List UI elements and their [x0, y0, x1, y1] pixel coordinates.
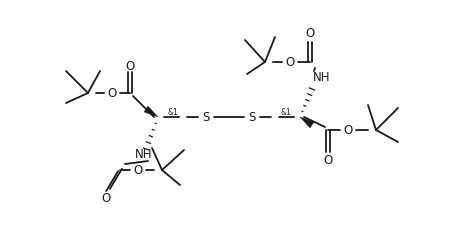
Text: NH: NH: [135, 149, 153, 161]
Text: O: O: [133, 164, 142, 177]
Text: O: O: [344, 123, 353, 137]
Text: O: O: [305, 27, 315, 40]
Polygon shape: [300, 117, 314, 128]
Text: O: O: [101, 192, 111, 205]
Text: O: O: [107, 87, 117, 100]
Text: &1: &1: [280, 108, 291, 117]
Text: O: O: [285, 55, 294, 68]
Text: &1: &1: [167, 108, 178, 117]
Text: S: S: [248, 110, 256, 123]
Text: NH: NH: [313, 70, 331, 83]
Polygon shape: [144, 106, 158, 117]
Text: O: O: [125, 59, 135, 73]
Text: S: S: [202, 110, 210, 123]
Text: O: O: [323, 154, 333, 167]
